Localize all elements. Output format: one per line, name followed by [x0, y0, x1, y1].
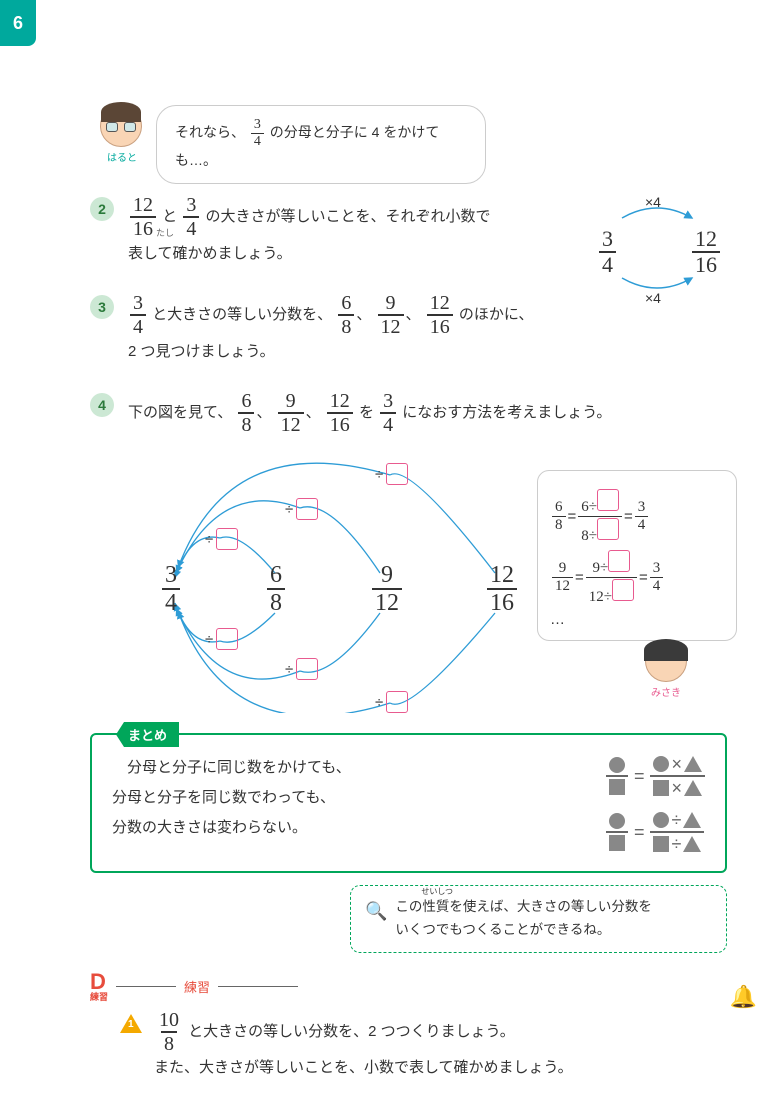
fill-box[interactable]: [216, 528, 238, 550]
fill-box[interactable]: [608, 550, 630, 572]
q4-badge: 4: [90, 393, 114, 417]
avatar-haruto: はると: [100, 105, 144, 164]
speech-pre: それなら、: [175, 124, 245, 140]
diagram-fraction: 1216: [487, 563, 517, 615]
div-fill-box: ÷: [375, 463, 408, 485]
page-number: 6: [0, 0, 36, 46]
fill-box[interactable]: [216, 628, 238, 650]
practice-question: 108 と大きさの等しい分数を、2 つつくりましょう。 また、大きさが等しいこと…: [120, 1010, 727, 1083]
div-fill-box: ÷: [205, 528, 238, 550]
div-fill-box: ÷: [285, 658, 318, 680]
avatar-misaki: みさき: [645, 640, 687, 699]
fill-box[interactable]: [597, 489, 619, 511]
diagram-fraction: 34: [162, 563, 180, 615]
question-4: 4 下の図を見て、 68、 912、 1216 を 34 になおす方法を考えまし…: [90, 391, 727, 435]
misaki-bubble: 68 = 6÷8÷ = 34 912 = 9÷12÷ = 34 …: [537, 470, 737, 641]
div-fill-box: ÷: [285, 498, 318, 520]
matome-tab: まとめ: [116, 722, 179, 747]
q2-badge: 2: [90, 197, 114, 221]
magnify-icon: 🔍: [365, 896, 387, 942]
fill-box[interactable]: [386, 691, 408, 713]
side-x4-diagram: 34 1216 ×4 ×4: [587, 200, 727, 300]
haruto-speech-row: はると それなら、 34 の分母と分子に 4 をかけても…。: [100, 105, 486, 184]
hint-bubble: 🔍 せいしつ この性質を使えば、大きさの等しい分数を いくつでもつくることができ…: [350, 885, 727, 953]
fill-box[interactable]: [597, 518, 619, 540]
warning-icon: [120, 1014, 142, 1033]
haruto-name: はると: [100, 149, 144, 164]
matome-equations: = ×× = ÷÷: [606, 753, 705, 855]
div-fill-box: ÷: [375, 691, 408, 713]
div-fill-box: ÷: [205, 628, 238, 650]
matome-box: まとめ 分母と分子に同じ数をかけても、 分母と分子を同じ数でわっても、 分数の大…: [90, 733, 727, 873]
d-mark: D 練習: [90, 971, 108, 1002]
haruto-speech: それなら、 34 の分母と分子に 4 をかけても…。: [156, 105, 486, 184]
fill-box[interactable]: [612, 579, 634, 601]
question-3: 3 34 と大きさの等しい分数を、 68、 912、 1216 のほかに、 2 …: [90, 293, 727, 367]
fill-box[interactable]: [296, 498, 318, 520]
fill-box[interactable]: [386, 463, 408, 485]
q3-badge: 3: [90, 295, 114, 319]
diagram-fraction: 68: [267, 563, 285, 615]
fill-box[interactable]: [296, 658, 318, 680]
practice-header: D 練習 練習: [90, 971, 727, 1002]
diagram-fraction: 912: [372, 563, 402, 615]
bell-icon: 🔔: [730, 984, 757, 1010]
